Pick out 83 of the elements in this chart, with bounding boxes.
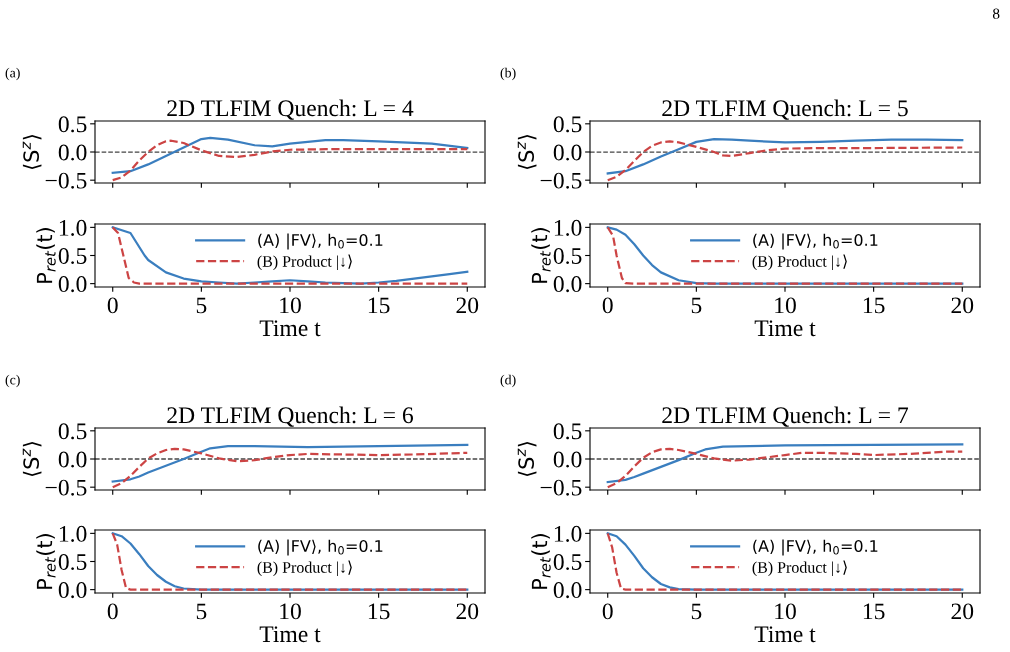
x-tick-label: 5 <box>196 297 207 314</box>
chart-title: 2D TLFIM Quench: L = 4 <box>167 99 414 120</box>
text: (a) <box>5 67 20 81</box>
x-tick-label: 0 <box>107 603 118 620</box>
legend-label: (A) |FV⟩, h$_{0}$=0.1 <box>258 233 383 250</box>
text: (c) <box>5 374 20 388</box>
y-axis-title: P$_{ret}$(t) <box>36 534 56 589</box>
y-axis-title: P$_{ret}$(t) <box>531 534 551 589</box>
x-axis-title: Time t <box>259 320 321 337</box>
text: 8 <box>992 8 1000 19</box>
y-tick-label: 0.0 <box>553 144 582 161</box>
y-tick-label: −0.5 <box>45 479 87 496</box>
x-tick-label: 0 <box>602 603 613 620</box>
x-tick-label: 5 <box>691 297 702 314</box>
y-tick-label: 1.0 <box>59 219 87 236</box>
line-series <box>606 226 964 285</box>
x-tick-label: 15 <box>368 297 390 314</box>
x-tick-label: 20 <box>456 603 479 620</box>
x-tick-label: 10 <box>775 297 796 314</box>
line-series <box>111 226 469 285</box>
legend-label: (B) Product |↓⟩ <box>752 560 847 577</box>
legend-label: (A) |FV⟩, h$_{0}$=0.1 <box>753 233 878 250</box>
x-tick-label: 20 <box>951 297 974 314</box>
x-tick-label: 5 <box>691 603 702 620</box>
y-tick-label: 0.5 <box>58 423 87 440</box>
y-axis-title: P$_{ret}$(t) <box>531 228 551 283</box>
chart-title: 2D TLFIM Quench: L = 5 <box>662 99 908 120</box>
x-tick-label: 10 <box>280 603 301 620</box>
y-axis-title: ⟨S$^{z}$⟩ <box>517 441 537 477</box>
text: (b) <box>500 67 516 81</box>
y-tick-label: 0.0 <box>58 276 87 293</box>
y-tick-label: 0.0 <box>58 451 87 468</box>
x-tick-label: 5 <box>196 603 207 620</box>
y-tick-label: 0.5 <box>553 247 582 265</box>
y-tick-label: 1.0 <box>554 219 582 236</box>
line-series <box>111 532 469 591</box>
y-tick-label: 0.5 <box>58 553 87 571</box>
y-tick-label: 0.0 <box>553 276 582 293</box>
legend-label: (B) Product |↓⟩ <box>257 560 352 577</box>
x-tick-label: 20 <box>456 297 479 314</box>
x-axis-title: Time t <box>259 626 321 643</box>
y-tick-label: 0.0 <box>553 582 582 599</box>
line-series <box>111 139 469 182</box>
y-tick-label: 0.5 <box>553 423 582 440</box>
y-tick-label: 0.0 <box>58 144 87 161</box>
y-axis-title: ⟨S$^{z}$⟩ <box>22 134 42 170</box>
line-series <box>111 447 469 489</box>
legend-label: (A) |FV⟩, h$_{0}$=0.1 <box>753 539 878 556</box>
y-tick-label: −0.5 <box>45 172 87 189</box>
y-axis-title: ⟨S$^{z}$⟩ <box>22 441 42 477</box>
text: (d) <box>500 374 516 388</box>
y-tick-label: 0.5 <box>58 247 87 265</box>
x-tick-label: 15 <box>863 297 885 314</box>
y-tick-label: 0.5 <box>553 553 582 571</box>
line-series <box>111 136 469 174</box>
y-axis-title: ⟨S$^{z}$⟩ <box>517 134 537 170</box>
line-series <box>111 443 469 483</box>
y-axis-title: P$_{ret}$(t) <box>36 228 56 283</box>
x-tick-label: 15 <box>863 603 885 620</box>
y-tick-label: 1.0 <box>59 525 87 542</box>
x-tick-label: 20 <box>951 603 974 620</box>
x-tick-label: 15 <box>368 603 390 620</box>
x-tick-label: 10 <box>280 297 301 314</box>
x-tick-label: 10 <box>775 603 796 620</box>
x-tick-label: 0 <box>107 297 118 314</box>
line-series <box>606 137 964 175</box>
x-axis-title: Time t <box>754 626 816 643</box>
x-axis-title: Time t <box>754 320 816 337</box>
line-series <box>606 140 964 182</box>
y-tick-label: 0.0 <box>553 451 582 468</box>
legend-label: (A) |FV⟩, h$_{0}$=0.1 <box>258 539 383 556</box>
chart-title: 2D TLFIM Quench: L = 7 <box>662 406 909 427</box>
y-tick-label: −0.5 <box>540 172 582 189</box>
y-tick-label: 0.5 <box>58 116 87 133</box>
x-tick-label: 0 <box>602 297 613 314</box>
line-series <box>606 532 964 591</box>
legend-label: (B) Product |↓⟩ <box>752 254 847 271</box>
y-tick-label: 0.0 <box>58 582 87 599</box>
y-tick-label: 1.0 <box>554 525 582 542</box>
y-tick-label: −0.5 <box>540 479 582 496</box>
y-tick-label: 0.5 <box>553 116 582 133</box>
chart-title: 2D TLFIM Quench: L = 6 <box>167 406 414 427</box>
legend-label: (B) Product |↓⟩ <box>257 254 352 271</box>
